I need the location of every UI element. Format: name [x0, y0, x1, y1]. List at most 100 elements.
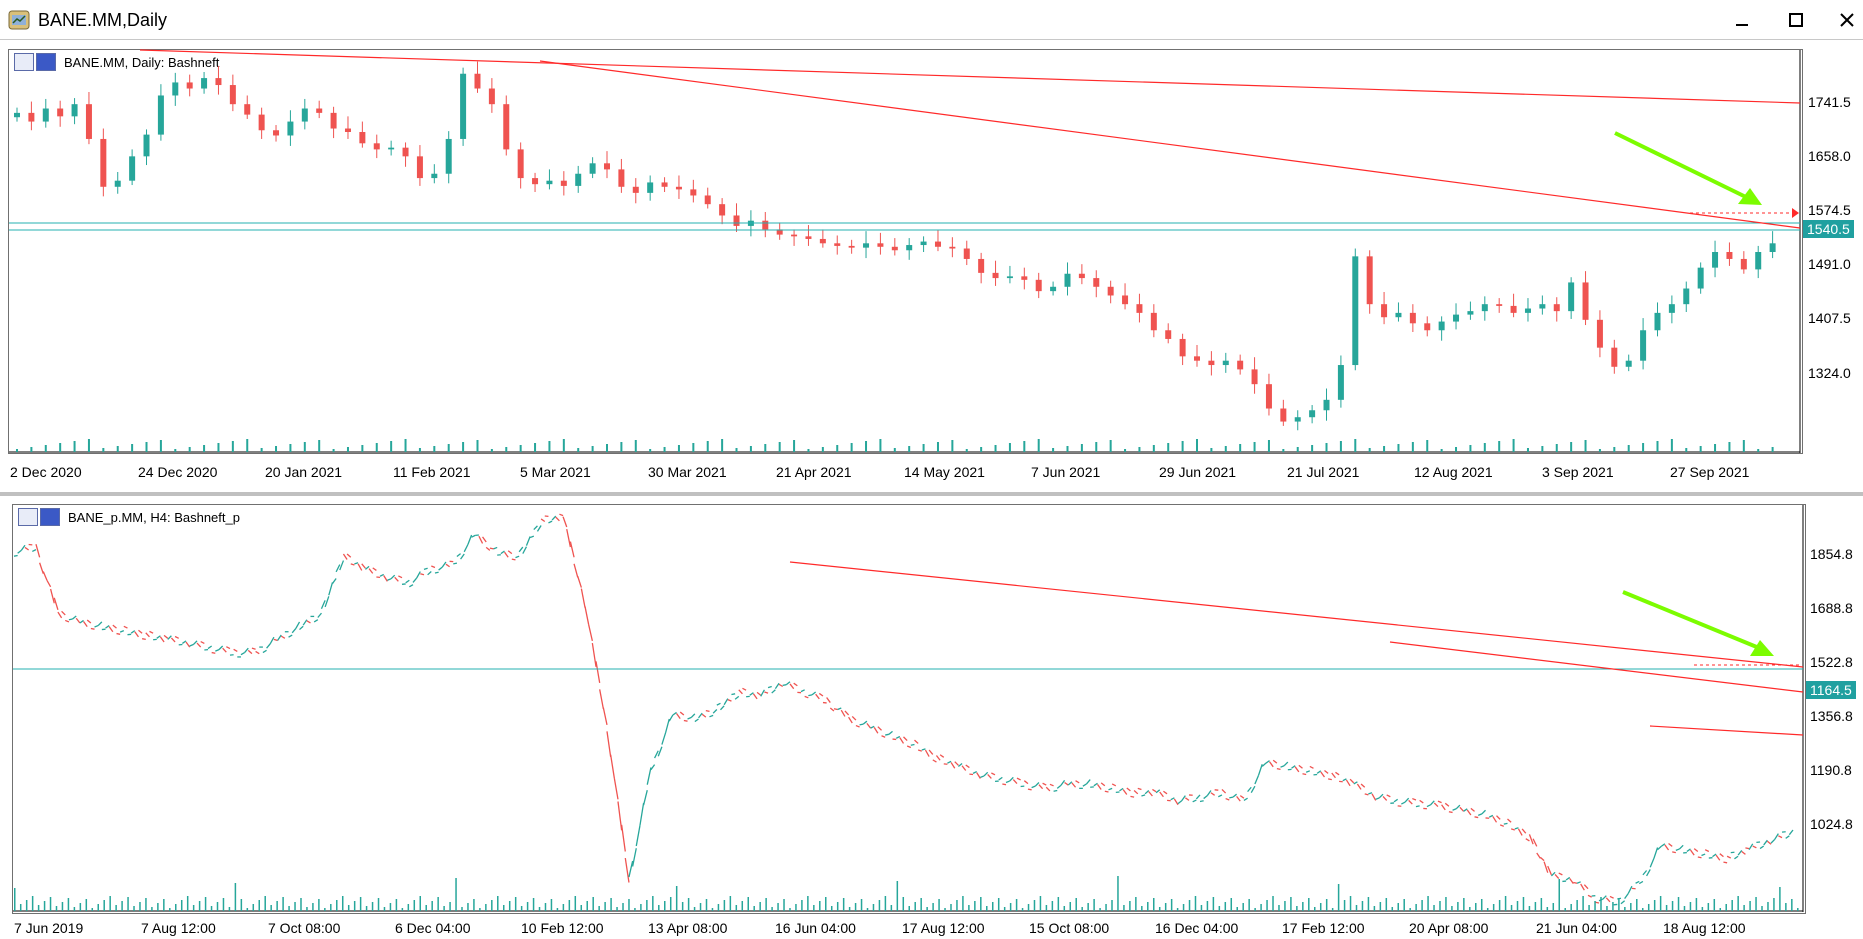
price-segment — [1067, 781, 1073, 786]
volume-bar — [163, 899, 165, 911]
price-segment — [1558, 872, 1563, 876]
volume-bar — [234, 883, 237, 911]
volume-bar — [1522, 897, 1525, 911]
candle-body — [1064, 273, 1071, 287]
price-segment — [980, 775, 985, 779]
candle-body — [834, 243, 841, 246]
volume-bar — [1052, 448, 1055, 452]
price-segment — [676, 713, 681, 720]
volume-bar — [896, 881, 899, 911]
volume-bar — [467, 903, 469, 911]
candle-body — [1194, 356, 1200, 361]
price-segment — [1148, 791, 1153, 797]
chart-area-h4[interactable] — [12, 504, 1806, 914]
time-tick-label: 7 Oct 08:00 — [268, 920, 341, 936]
candle-body — [143, 134, 150, 157]
price-tick-label: 1407.5 — [1808, 310, 1851, 326]
price-segment — [1426, 804, 1431, 808]
price-segment — [503, 551, 509, 558]
candle-body — [589, 163, 596, 174]
volume-bar — [1129, 901, 1131, 911]
volume-bar — [819, 901, 821, 911]
volume-bar — [793, 440, 796, 452]
price-segment — [90, 627, 95, 630]
volume-bar — [1584, 440, 1587, 452]
volume-bar — [1612, 902, 1614, 911]
candle-body — [1265, 384, 1272, 409]
volume-bar — [85, 899, 88, 911]
price-segment — [482, 536, 487, 543]
price-segment — [620, 824, 626, 852]
volume-bar — [664, 901, 666, 911]
volume-bar — [490, 449, 493, 452]
volume-bar — [240, 899, 243, 911]
volume-bar — [1385, 898, 1388, 911]
price-chart-daily[interactable] — [0, 40, 1863, 492]
annotation-arrowhead — [1750, 640, 1774, 656]
volume-bar — [1337, 884, 1340, 911]
time-tick-label: 17 Feb 12:00 — [1282, 920, 1365, 936]
price-segment — [1082, 783, 1087, 787]
price-segment — [1368, 792, 1373, 795]
price-segment — [602, 707, 608, 725]
price-segment — [39, 562, 44, 574]
price-segment — [1412, 797, 1417, 801]
price-segment — [588, 624, 593, 642]
chart-area-daily[interactable] — [8, 49, 1803, 454]
volume-bar — [375, 443, 378, 452]
candle-body — [949, 246, 956, 249]
price-segment — [764, 691, 769, 694]
price-segment — [1364, 793, 1369, 796]
volume-bar — [526, 902, 529, 911]
minimize-button[interactable] — [1722, 6, 1762, 34]
price-segment — [1126, 787, 1131, 792]
volume-bar — [1773, 898, 1775, 911]
price-segment — [273, 638, 278, 642]
time-tick-label: 5 Mar 2021 — [520, 464, 591, 480]
candle-body — [1510, 305, 1517, 313]
price-segment — [928, 749, 934, 755]
price-segment — [317, 612, 322, 618]
price-segment — [1741, 850, 1746, 855]
volume-bar — [1600, 897, 1602, 911]
candle-body — [258, 114, 265, 131]
volume-bar — [43, 901, 46, 911]
volume-bar — [404, 439, 407, 452]
price-segment — [595, 661, 601, 683]
volume-bar — [1302, 902, 1304, 911]
volume-bar — [145, 442, 148, 452]
volume-bar — [1141, 906, 1143, 911]
volume-bar — [73, 907, 76, 911]
volume-bar — [1397, 903, 1399, 911]
price-segment — [1360, 783, 1366, 788]
price-segment — [599, 689, 604, 709]
price-segment — [639, 802, 645, 826]
volume-bar — [1492, 904, 1495, 911]
volume-bar — [1075, 898, 1077, 911]
volume-bar — [1403, 899, 1405, 911]
volume-bar — [1093, 899, 1095, 911]
volume-bar — [198, 901, 201, 911]
volume-bar — [1642, 443, 1645, 452]
volume-bar — [1528, 906, 1531, 911]
price-chart-h4[interactable] — [0, 496, 1863, 939]
price-segment — [1027, 788, 1032, 791]
volume-bar — [449, 902, 451, 911]
volume-bar — [1427, 896, 1429, 911]
close-button[interactable] — [1827, 6, 1863, 34]
volume-bar — [866, 908, 869, 911]
price-segment — [771, 689, 776, 694]
volume-bar — [389, 903, 392, 911]
volume-bar — [1066, 446, 1069, 452]
candle-body — [416, 156, 423, 179]
maximize-button[interactable] — [1776, 6, 1816, 34]
candle-body — [1309, 410, 1316, 418]
candle-body — [129, 156, 136, 181]
panel-separator[interactable] — [0, 492, 1863, 496]
volume-bar — [1526, 448, 1529, 452]
volume-bar — [1260, 904, 1262, 911]
price-segment — [445, 563, 450, 568]
volume-bar — [1397, 444, 1400, 452]
volume-bar — [497, 896, 499, 911]
price-segment — [1335, 771, 1340, 776]
